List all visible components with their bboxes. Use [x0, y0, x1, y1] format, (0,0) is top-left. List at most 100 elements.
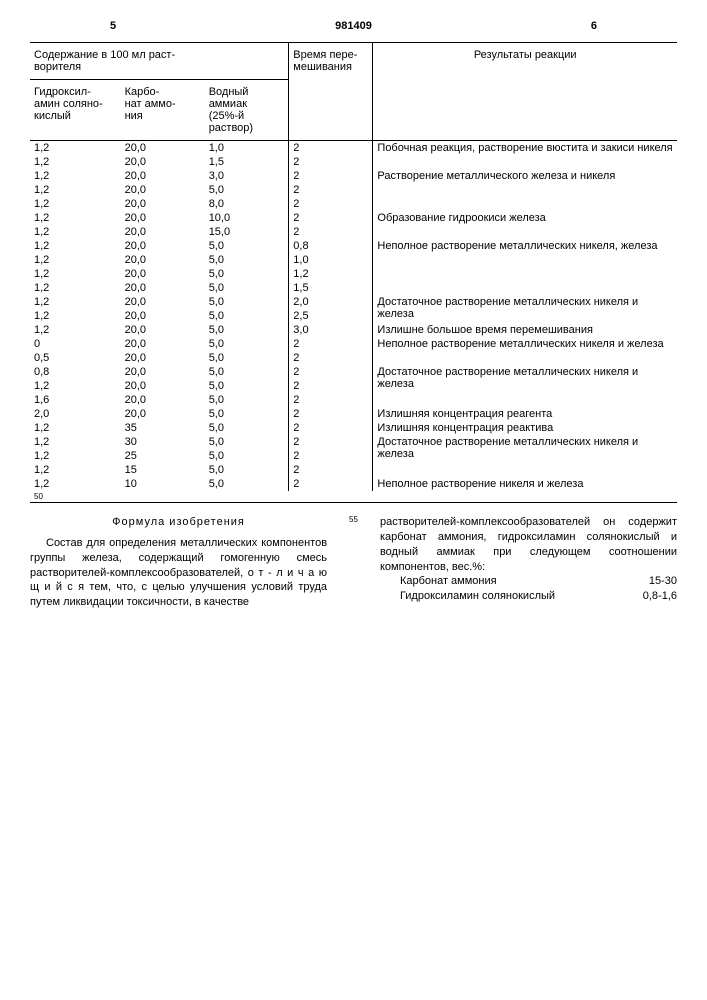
- bottom-text: Формула изобретения Состав для определен…: [30, 515, 677, 610]
- cell: 1,2: [30, 225, 121, 239]
- left-column: Формула изобретения Состав для определен…: [30, 515, 327, 610]
- component-row: Карбонат аммония 15-30: [380, 574, 677, 589]
- cell: 20,0: [121, 351, 205, 365]
- document-number: 981409: [116, 20, 591, 32]
- table-row: 1,2355,02Излишняя концентрация реактива: [30, 421, 677, 435]
- cell: 5,0: [205, 267, 289, 281]
- result-cell: Побочная реакция, растворение вюстита и …: [373, 141, 677, 170]
- result-cell: Излишняя концентрация реактива: [373, 421, 677, 435]
- cell: 1,2: [30, 421, 121, 435]
- cell: 1,2: [30, 169, 121, 183]
- table-row: 1,220,03,02Растворение металлического же…: [30, 169, 677, 183]
- cell: 10: [121, 477, 205, 491]
- cell: 1,2: [30, 183, 121, 197]
- cell: 2: [289, 141, 373, 156]
- cell: 20,0: [121, 239, 205, 253]
- time-header: Время пере- мешивания: [289, 43, 373, 141]
- cell: 5,0: [205, 449, 289, 463]
- cell: 10,0: [205, 211, 289, 225]
- component-value: 15-30: [649, 574, 677, 589]
- cell: 5,0: [205, 365, 289, 379]
- cell: 20,0: [121, 379, 205, 393]
- cell: 2,0: [289, 295, 373, 309]
- cell: 2: [289, 477, 373, 491]
- cell: 5,0: [205, 323, 289, 337]
- cell: 2: [289, 337, 373, 351]
- cell: 20,0: [121, 141, 205, 156]
- component-value: 0,8-1,6: [643, 589, 677, 604]
- cell: 1,2: [30, 295, 121, 309]
- table-row: 1,2105,02Неполное растворение никеля и ж…: [30, 477, 677, 491]
- cell: 35: [121, 421, 205, 435]
- right-paragraph: растворителей-комплексообразователей он …: [380, 515, 677, 574]
- cell: 5,0: [205, 435, 289, 449]
- cell: 5,0: [205, 281, 289, 295]
- cell: 1,5: [205, 155, 289, 169]
- result-cell: Неполное растворение металлических никел…: [373, 239, 677, 295]
- cell: 5,0: [205, 253, 289, 267]
- cell: 1,2: [30, 323, 121, 337]
- table-row: 1,2305,02Достаточное растворение металли…: [30, 435, 677, 449]
- page-num-right: 6: [591, 20, 597, 32]
- cell: 1,2: [30, 463, 121, 477]
- cell: 2: [289, 407, 373, 421]
- cell: 0: [30, 337, 121, 351]
- cell: 1,2: [30, 155, 121, 169]
- cell: 20,0: [121, 337, 205, 351]
- col3-header: Водный аммиак (25%-й раствор): [205, 80, 289, 141]
- table-row: 1,220,05,00,8Неполное растворение металл…: [30, 239, 677, 253]
- component-name: Карбонат аммония: [400, 574, 497, 589]
- result-cell: Неполное растворение металлических никел…: [373, 337, 677, 365]
- cell: 0,8: [289, 239, 373, 253]
- result-cell: Растворение металлического железа и нике…: [373, 169, 677, 211]
- cell: 1,6: [30, 393, 121, 407]
- right-column: растворителей-комплексообразователей он …: [380, 515, 677, 610]
- page-header: 5 981409 6: [30, 20, 677, 32]
- cell: 2: [289, 197, 373, 211]
- cell: 20,0: [121, 323, 205, 337]
- cell: 2: [289, 183, 373, 197]
- solvent-group-header: Содержание в 100 мл раст- ворителя: [30, 43, 289, 80]
- line-marker-50: 50: [30, 491, 677, 503]
- col2-header: Карбо- нат аммо- ния: [121, 80, 205, 141]
- cell: 3,0: [289, 323, 373, 337]
- cell: 20,0: [121, 267, 205, 281]
- table-row: 1,220,05,02,0Достаточное растворение мет…: [30, 295, 677, 309]
- cell: 2: [289, 463, 373, 477]
- cell: 5,0: [205, 477, 289, 491]
- cell: 20,0: [121, 197, 205, 211]
- cell: 1,5: [289, 281, 373, 295]
- cell: 1,0: [205, 141, 289, 156]
- result-cell: Достаточное растворение металлических ни…: [373, 365, 677, 407]
- cell: 1,2: [30, 477, 121, 491]
- cell: 2: [289, 351, 373, 365]
- cell: 5,0: [205, 393, 289, 407]
- cell: 1,2: [30, 211, 121, 225]
- cell: 1,2: [289, 267, 373, 281]
- cell: 5,0: [205, 379, 289, 393]
- cell: 1,2: [30, 449, 121, 463]
- cell: 20,0: [121, 393, 205, 407]
- cell: 1,2: [30, 281, 121, 295]
- cell: 5,0: [205, 183, 289, 197]
- cell: 1,2: [30, 267, 121, 281]
- cell: 2: [289, 211, 373, 225]
- cell: 5,0: [205, 463, 289, 477]
- cell: 8,0: [205, 197, 289, 211]
- cell: 1,2: [30, 239, 121, 253]
- cell: 3,0: [205, 169, 289, 183]
- cell: 5,0: [205, 421, 289, 435]
- table-row: 0,820,05,02Достаточное растворение метал…: [30, 365, 677, 379]
- cell: 2: [289, 449, 373, 463]
- cell: 5,0: [205, 309, 289, 323]
- cell: 20,0: [121, 169, 205, 183]
- cell: 1,2: [30, 253, 121, 267]
- cell: 2: [289, 225, 373, 239]
- table-row: 1,220,01,02Побочная реакция, растворение…: [30, 141, 677, 156]
- component-row: Гидроксиламин солянокислый0,8-1,6: [380, 589, 677, 604]
- table-row: 1,220,010,02Образование гидроокиси желез…: [30, 211, 677, 225]
- result-cell: Образование гидроокиси железа: [373, 211, 677, 239]
- col1-header: Гидроксил- амин соляно- кислый: [30, 80, 121, 141]
- cell: 1,2: [30, 379, 121, 393]
- experiment-table: Содержание в 100 мл раст- ворителя Время…: [30, 42, 677, 503]
